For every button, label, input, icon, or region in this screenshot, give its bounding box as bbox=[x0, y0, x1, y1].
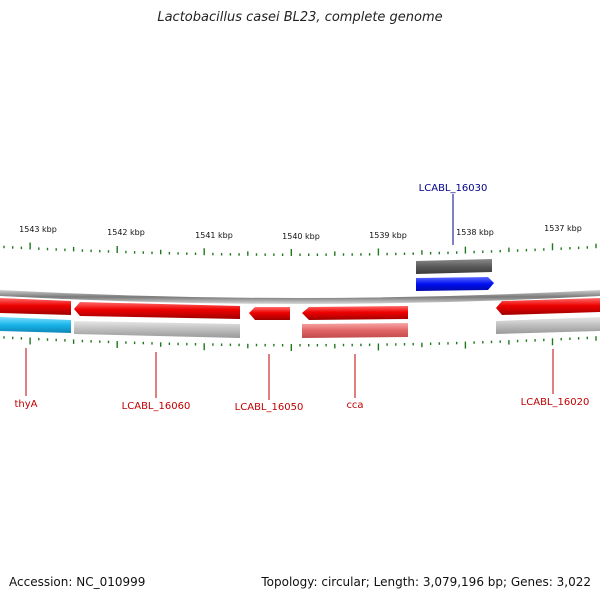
ruler-labels: 1543 kbp 1542 kbp 1541 kbp 1540 kbp 1539… bbox=[19, 224, 582, 241]
gene-label-lcabl-16060[interactable]: LCABL_16060 bbox=[122, 401, 191, 412]
ruler-ticks-outer bbox=[3, 242, 597, 256]
gene-feature-thya[interactable] bbox=[0, 298, 71, 315]
ruler-label: 1537 kbp bbox=[544, 224, 582, 233]
ruler-label: 1539 kbp bbox=[369, 231, 407, 240]
gene-feature-forward-shadow[interactable] bbox=[416, 259, 492, 274]
ruler-label: 1543 kbp bbox=[19, 225, 57, 234]
ruler-label: 1540 kbp bbox=[282, 232, 320, 241]
gene-feature-reverse-shadow[interactable] bbox=[74, 321, 240, 338]
rrna-feature[interactable] bbox=[0, 317, 71, 333]
gene-label-lcabl-16020[interactable]: LCABL_16020 bbox=[521, 397, 590, 408]
gene-feature-reverse-shadow[interactable] bbox=[496, 317, 600, 334]
gene-feature-lcabl-16020[interactable] bbox=[496, 298, 600, 315]
ruler-label: 1541 kbp bbox=[195, 231, 233, 240]
genome-stats-text: Topology: circular; Length: 3,079,196 bp… bbox=[261, 575, 591, 589]
accession-text: Accession: NC_010999 bbox=[9, 575, 146, 589]
gene-feature-reverse-shadow[interactable] bbox=[302, 323, 408, 338]
gene-feature-cca[interactable] bbox=[302, 306, 408, 320]
map-title: Lactobacillus casei BL23, complete genom… bbox=[157, 10, 443, 25]
ruler-label: 1542 kbp bbox=[107, 228, 145, 237]
genome-backbone bbox=[0, 290, 600, 304]
gene-label-lcabl-16030[interactable]: LCABL_16030 bbox=[419, 183, 488, 194]
gene-label-lcabl-16050[interactable]: LCABL_16050 bbox=[235, 402, 304, 413]
gene-feature-lcabl-16030[interactable] bbox=[416, 277, 494, 291]
ruler-label: 1538 kbp bbox=[456, 228, 494, 237]
gene-label-thya[interactable]: thyA bbox=[14, 399, 37, 410]
ruler-ticks-inner bbox=[3, 336, 597, 351]
gene-feature-lcabl-16050[interactable] bbox=[249, 307, 290, 320]
gene-feature-lcabl-16060[interactable] bbox=[74, 302, 240, 319]
gene-label-cca[interactable]: cca bbox=[346, 400, 363, 411]
